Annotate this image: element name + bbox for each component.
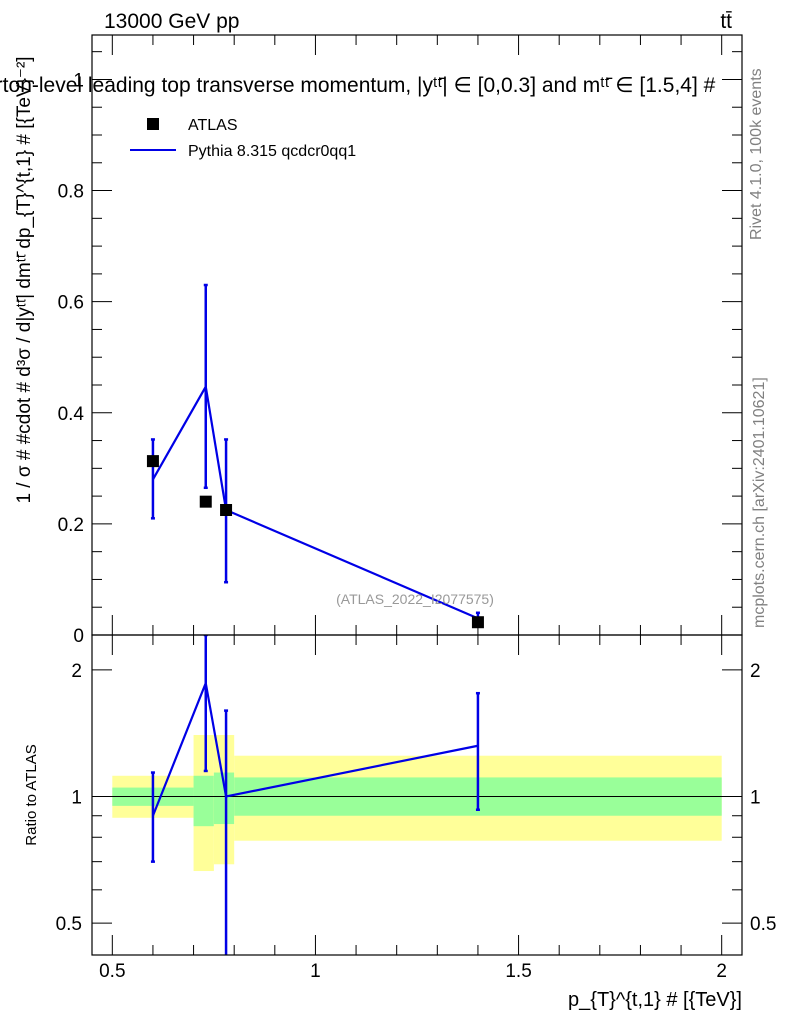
ratio-y-tick-label-left: 1 <box>71 787 82 808</box>
energy-label: 13000 GeV pp <box>104 10 239 33</box>
main-y-axis-label: 1 / σ # #cdot # d³σ / d|yᵗᵗ̄| dmᵗᵗ̄ dp_{… <box>14 56 35 503</box>
x-tick-label: 1 <box>310 961 321 982</box>
ratio-y-axis-label: Ratio to ATLAS <box>23 744 40 845</box>
legend-atlas-marker <box>147 118 159 130</box>
atlas-data-point <box>199 495 212 508</box>
ratio-y-tick-label-right: 0.5 <box>750 914 776 935</box>
ratio-y-tick-label-right: 2 <box>750 661 761 682</box>
x-tick-label: 2 <box>716 961 727 982</box>
main-y-tick-label: 0.2 <box>58 515 84 536</box>
legend-pythia-label: Pythia 8.315 qcdcr0qq1 <box>188 143 356 160</box>
ratio-y-tick-label-right: 1 <box>750 787 761 808</box>
ratio-band-inner-1 <box>193 775 214 827</box>
mcplots-label: mcplots.cern.ch [arXiv:2401.10621] <box>751 377 768 628</box>
ratio-plot-frame <box>91 634 743 956</box>
x-tick-label: 1.5 <box>505 961 531 982</box>
ratio-line <box>151 679 479 817</box>
atlas-data-point <box>220 504 233 516</box>
process-label: tt̄ <box>720 10 732 33</box>
x-tick-label: 0.5 <box>99 961 125 982</box>
atlas-data-point <box>471 616 484 629</box>
rivet-version-label: Rivet 4.1.0, 100k events <box>748 68 765 240</box>
atlas-data-point <box>146 455 159 468</box>
mc-line <box>151 383 479 620</box>
legend: ATLAS Pythia 8.315 qcdcr0qq1 <box>130 117 356 160</box>
x-axis-label: p_{T}^{t,1} # [{TeV}] <box>568 989 742 1011</box>
ratio-y-tick-label-left: 2 <box>71 661 82 682</box>
ratio-band-inner-2 <box>213 772 235 825</box>
main-y-tick-label: 0 <box>73 626 84 647</box>
plot-title: Parton-level leading top transverse mome… <box>0 74 716 97</box>
analysis-watermark: (ATLAS_2022_I2077575) <box>336 591 494 607</box>
legend-atlas-label: ATLAS <box>188 117 238 134</box>
main-y-tick-label: 0.6 <box>58 293 84 314</box>
ratio-y-tick-label-left: 0.5 <box>56 914 82 935</box>
main-y-tick-label: 1 <box>73 70 84 91</box>
main-y-tick-label: 0.8 <box>58 182 84 203</box>
main-y-tick-label: 0.4 <box>58 404 85 425</box>
ratio-uncertainty-bands <box>112 735 722 872</box>
